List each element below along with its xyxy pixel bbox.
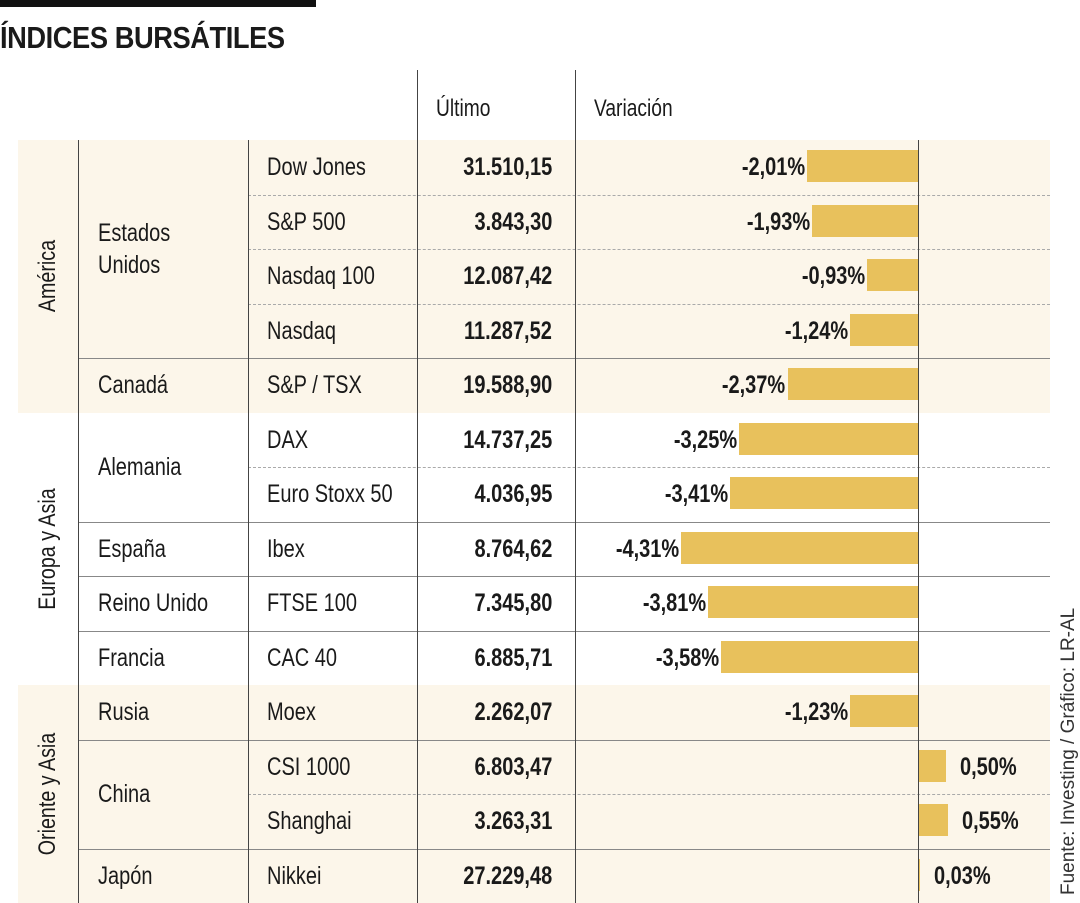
- source-note: Fuente: Investing / Gráfico: LR-AL: [1058, 607, 1079, 895]
- country-label: Japón: [98, 861, 153, 890]
- index-name: Nasdaq: [267, 316, 336, 345]
- index-last: 27.229,48: [463, 861, 552, 890]
- variation-label: -2,01%: [742, 153, 806, 181]
- variation-label: -4,31%: [615, 534, 679, 563]
- country-label: Rusia: [98, 698, 150, 727]
- country-label: Alemania: [98, 453, 182, 481]
- index-name: Nasdaq 100: [267, 262, 375, 290]
- column-divider: [78, 140, 79, 903]
- region-label: Europa y Asia: [34, 488, 61, 610]
- variation-bar: [708, 586, 918, 618]
- row-divider: [248, 794, 1050, 795]
- country-label: España: [98, 534, 166, 563]
- index-name: Euro Stoxx 50: [267, 480, 393, 508]
- variation-bar: [811, 204, 918, 237]
- country-divider: [78, 358, 1050, 359]
- index-name: FTSE 100: [267, 589, 358, 617]
- country-label: Francia: [98, 643, 165, 672]
- index-last: 4.036,95: [474, 480, 552, 508]
- variation-label: -2,37%: [722, 371, 786, 399]
- variation-bar: [739, 422, 918, 455]
- index-last: 31.510,15: [463, 153, 552, 181]
- index-name: CSI 1000: [267, 752, 351, 781]
- index-name: S&P / TSX: [267, 371, 362, 399]
- index-name: Shanghai: [267, 807, 352, 835]
- variation-label: -3,25%: [673, 425, 738, 454]
- column-divider: [575, 70, 576, 903]
- index-last: 7.345,80: [474, 589, 552, 617]
- index-last: 11.287,52: [464, 316, 552, 345]
- index-last: 12.087,42: [463, 262, 552, 290]
- variation-bar: [787, 368, 918, 400]
- index-last: 3.843,30: [474, 207, 552, 236]
- index-last: 14.737,25: [463, 425, 552, 454]
- variation-label: -1,23%: [784, 698, 849, 726]
- index-last: 6.885,71: [474, 643, 552, 672]
- index-name: CAC 40: [267, 643, 338, 672]
- variation-bar: [918, 858, 920, 891]
- variation-bar: [721, 640, 918, 673]
- variation-bar: [918, 804, 949, 836]
- country-label: Estados Unidos: [98, 219, 171, 279]
- page-title: ÍNDICES BURSÁTILES: [0, 20, 285, 55]
- column-divider: [918, 140, 919, 903]
- header-last: Último: [436, 95, 491, 122]
- index-name: Dow Jones: [267, 153, 366, 181]
- variation-bar: [807, 150, 918, 182]
- country-divider: [78, 739, 1050, 741]
- variation-bar: [730, 477, 918, 509]
- header-variation: Variación: [594, 95, 673, 122]
- country-divider: [78, 521, 1050, 523]
- index-name: Nikkei: [267, 861, 322, 890]
- row-divider: [248, 249, 1050, 250]
- variation-label: -3,58%: [655, 643, 720, 672]
- row-divider: [248, 467, 1050, 468]
- row-divider: [248, 303, 1050, 305]
- country-divider: [78, 630, 1050, 632]
- row-divider: [248, 194, 1050, 196]
- country-label: China: [98, 780, 151, 808]
- variation-label: -3,41%: [665, 480, 729, 508]
- column-divider: [417, 70, 418, 903]
- country-divider: [78, 848, 1050, 850]
- region-label: Oriente y Asia: [34, 732, 61, 856]
- variation-bar: [918, 749, 946, 782]
- variation-label: 0,50%: [959, 752, 1017, 781]
- variation-label: -1,93%: [746, 207, 810, 236]
- index-name: DAX: [267, 425, 309, 454]
- country-divider: [78, 576, 1050, 577]
- variation-label: 0,55%: [962, 807, 1019, 835]
- index-last: 19.588,90: [463, 371, 552, 399]
- variation-label: 0,03%: [934, 861, 991, 890]
- index-name: S&P 500: [267, 207, 346, 236]
- column-divider: [248, 140, 249, 903]
- region-label: América: [34, 240, 61, 313]
- index-last: 3.263,31: [474, 807, 552, 835]
- index-name: Moex: [267, 698, 316, 726]
- index-last: 6.803,47: [474, 752, 552, 781]
- variation-label: -3,81%: [643, 589, 707, 617]
- variation-bar: [680, 531, 918, 564]
- variation-bar: [849, 313, 918, 346]
- title-rule: [0, 0, 316, 7]
- index-last: 2.262,07: [474, 698, 552, 726]
- index-name: Ibex: [267, 534, 305, 563]
- variation-bar: [850, 695, 918, 727]
- variation-label: -1,24%: [784, 316, 848, 345]
- variation-bar: [866, 259, 918, 291]
- index-last: 8.764,62: [474, 534, 552, 563]
- country-label: Reino Unido: [98, 589, 209, 618]
- country-label: Canadá: [98, 371, 169, 400]
- variation-label: -0,93%: [801, 262, 865, 290]
